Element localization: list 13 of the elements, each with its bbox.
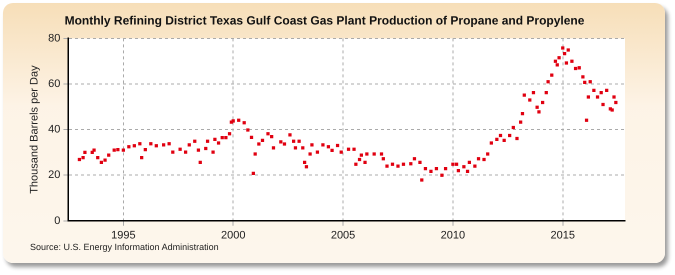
x-tick-label: 2000 (220, 229, 246, 242)
x-tick-label: 2010 (440, 229, 466, 242)
x-tick-label: 1995 (111, 229, 136, 242)
y-tick-label: 0 (54, 214, 60, 227)
chart-title: Monthly Refining District Texas Gulf Coast Gas Plant Production of Propane and Propylene (64, 14, 585, 28)
x-tick-label: 2005 (330, 229, 356, 242)
y-tick-label: 80 (48, 32, 60, 44)
x-tick-label: 2015 (550, 229, 575, 242)
y-tick-label: 60 (48, 78, 60, 90)
y-tick-label: 20 (48, 169, 60, 182)
y-axis-title: Thousand Barrels per Day (28, 64, 41, 194)
source-note: Source: U.S. Energy Information Administration (30, 242, 219, 252)
y-tick-label: 40 (48, 124, 60, 136)
